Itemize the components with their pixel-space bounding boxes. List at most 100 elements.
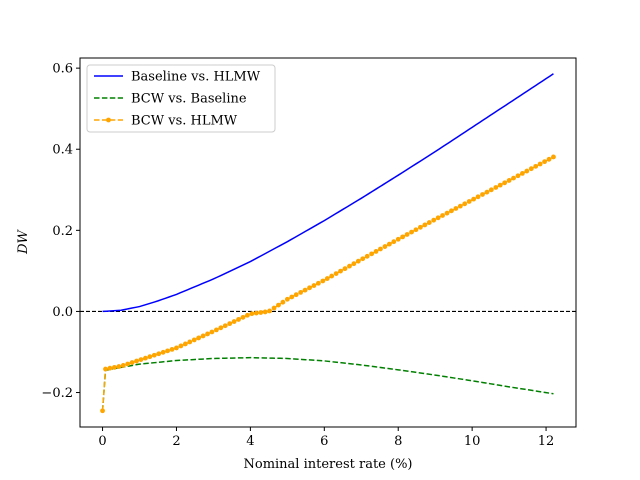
series-marker bbox=[329, 273, 335, 279]
series-marker bbox=[138, 357, 144, 363]
series-marker bbox=[267, 308, 272, 314]
series-marker bbox=[480, 192, 485, 197]
series-line-1 bbox=[101, 356, 554, 411]
series-marker bbox=[143, 355, 148, 361]
series-marker bbox=[222, 323, 228, 329]
series-marker bbox=[355, 258, 361, 264]
series-marker bbox=[125, 361, 131, 367]
series-marker bbox=[134, 358, 139, 364]
series-marker bbox=[276, 302, 281, 308]
series-marker bbox=[209, 329, 215, 335]
series-marker bbox=[440, 213, 445, 218]
series-marker bbox=[240, 314, 246, 320]
x-axis: 0 2 4 6 8 10 12 bbox=[98, 427, 554, 449]
y-axis-label: DW bbox=[16, 228, 31, 254]
series-marker bbox=[103, 366, 108, 372]
series-marker bbox=[484, 189, 490, 195]
x-tick-label: 4 bbox=[246, 434, 254, 449]
series-marker bbox=[191, 337, 197, 343]
series-marker bbox=[156, 351, 162, 357]
series-marker bbox=[373, 249, 379, 254]
series-marker bbox=[151, 352, 157, 358]
y-tick-label: 0.6 bbox=[52, 62, 73, 77]
series-marker bbox=[174, 345, 179, 351]
series-marker bbox=[409, 229, 414, 235]
x-tick-label: 2 bbox=[172, 434, 180, 449]
legend-label-2: BCW vs. HLMW bbox=[131, 114, 238, 129]
x-axis-label: Nominal interest rate (%) bbox=[244, 457, 413, 472]
series-marker bbox=[418, 224, 423, 230]
series-marker bbox=[453, 206, 459, 211]
series-marker bbox=[262, 309, 268, 315]
y-tick-label: −0.2 bbox=[41, 386, 73, 401]
series-marker bbox=[533, 163, 539, 169]
legend: Baseline vs. HLMW BCW vs. Baseline BCW vs.… bbox=[86, 64, 276, 133]
series-marker bbox=[236, 317, 241, 322]
series-marker bbox=[426, 220, 432, 225]
y-tick-label: 0.0 bbox=[52, 305, 73, 320]
series-markers-2 bbox=[100, 154, 556, 414]
series-marker bbox=[200, 333, 206, 339]
series-marker bbox=[488, 187, 494, 193]
series-marker bbox=[293, 292, 299, 298]
series-marker bbox=[231, 319, 237, 324]
series-marker bbox=[502, 180, 508, 186]
series-marker bbox=[338, 268, 343, 274]
series-marker bbox=[311, 283, 317, 288]
x-tick-label: 0 bbox=[98, 434, 106, 449]
series-marker bbox=[169, 346, 175, 352]
series-marker bbox=[382, 244, 388, 249]
series-marker bbox=[253, 310, 259, 316]
series-marker bbox=[515, 173, 521, 179]
series-marker bbox=[307, 285, 312, 291]
plot-area bbox=[79, 57, 577, 428]
y-tick-label: 0.2 bbox=[52, 224, 73, 239]
series-marker bbox=[280, 299, 286, 305]
series-marker bbox=[271, 305, 277, 311]
series-marker bbox=[116, 364, 122, 369]
series-marker bbox=[400, 234, 406, 240]
series-marker bbox=[422, 222, 428, 228]
legend-label-0: Baseline vs. HLMW bbox=[131, 70, 261, 85]
series-marker bbox=[111, 364, 117, 370]
series-marker bbox=[342, 266, 348, 272]
series-marker bbox=[546, 156, 552, 162]
series-marker bbox=[364, 253, 370, 259]
series-marker bbox=[431, 217, 437, 223]
series-marker bbox=[227, 321, 233, 327]
series-marker bbox=[386, 241, 392, 247]
series-marker bbox=[129, 360, 135, 365]
series-line-0 bbox=[102, 73, 554, 313]
series-marker bbox=[100, 408, 105, 414]
series-marker bbox=[493, 185, 499, 190]
series-marker bbox=[298, 290, 304, 295]
series-marker bbox=[520, 171, 525, 176]
y-axis: −0.2 0.0 0.2 0.4 0.6 bbox=[41, 62, 80, 401]
series-marker bbox=[506, 178, 512, 183]
series-marker bbox=[213, 327, 219, 333]
series-marker bbox=[435, 215, 441, 221]
series-marker bbox=[187, 339, 193, 345]
series-marker bbox=[466, 199, 472, 204]
series-marker bbox=[404, 232, 410, 237]
series-marker bbox=[360, 256, 366, 262]
series-marker bbox=[320, 278, 326, 284]
x-tick-label: 10 bbox=[464, 434, 481, 449]
series-marker bbox=[245, 312, 250, 318]
series-marker bbox=[205, 331, 210, 337]
series-marker bbox=[524, 168, 530, 174]
series-marker bbox=[457, 203, 463, 209]
series-marker bbox=[497, 182, 503, 188]
series-marker bbox=[324, 276, 330, 281]
series-marker bbox=[333, 271, 339, 276]
series-marker bbox=[289, 294, 295, 300]
series-marker bbox=[107, 365, 113, 371]
series-marker bbox=[182, 341, 188, 347]
series-marker bbox=[165, 348, 170, 354]
axes-frame bbox=[79, 57, 577, 428]
x-tick-label: 6 bbox=[320, 434, 328, 449]
series-marker bbox=[537, 161, 543, 167]
series-marker bbox=[475, 194, 481, 200]
series-marker bbox=[160, 349, 166, 355]
